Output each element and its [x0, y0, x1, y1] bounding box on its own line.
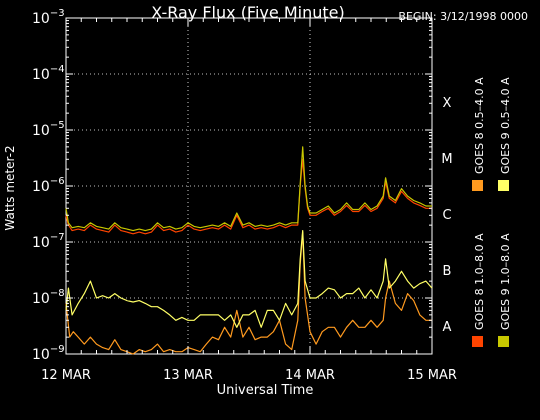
- plot-frame: [65, 17, 433, 355]
- flare-class-label: A: [443, 320, 452, 335]
- x-tick-label: 12 MAR: [41, 368, 91, 383]
- series-line: [65, 158, 432, 235]
- flare-class-label: M: [441, 152, 452, 167]
- axis-ticks: [65, 17, 433, 355]
- begin-label: BEGIN: 3/12/1998 0000: [398, 10, 528, 23]
- legend-swatch: [472, 180, 483, 191]
- x-tick-labels: 12 MAR 13 MAR 14 MAR 15 MAR: [41, 368, 457, 383]
- series-line: [65, 230, 433, 328]
- y-tick-label: 10−9: [32, 344, 65, 363]
- flare-class-label: X: [443, 96, 452, 111]
- y-tick-label: 10−5: [32, 120, 65, 139]
- legend-swatch: [498, 336, 509, 347]
- legend-label: GOES 9 0.5–4.0 A: [499, 77, 512, 174]
- grid-lines: [66, 18, 432, 354]
- legend-label: GOES 8 0.5–4.0 A: [473, 77, 486, 174]
- legend-label: GOES 9 1.0–8.0 A: [499, 233, 512, 330]
- x-axis-label: Universal Time: [217, 383, 314, 398]
- y-axis-label: Watts meter-2: [3, 145, 17, 230]
- flare-class-label: B: [443, 264, 452, 279]
- y-tick-label: 10−3: [32, 8, 65, 27]
- data-series: [65, 146, 433, 355]
- y-tick-label: 10−6: [32, 176, 65, 195]
- series-line: [65, 231, 432, 355]
- legend-swatch: [498, 180, 509, 191]
- y-tick-label: 10−4: [32, 64, 65, 83]
- chart-title: X-Ray Flux (Five Minute): [151, 3, 344, 22]
- x-tick-label: 14 MAR: [285, 368, 335, 383]
- y-tick-labels: 10−3 10−4 10−5 10−6 10−7 10−8 10−9: [32, 8, 65, 363]
- series-line: [65, 146, 432, 232]
- legend-swatch: [472, 336, 483, 347]
- flare-class-label: C: [442, 208, 451, 223]
- y-tick-label: 10−7: [32, 232, 65, 251]
- legend-label: GOES 8 1.0–8.0 A: [473, 233, 486, 330]
- x-tick-label: 15 MAR: [407, 368, 457, 383]
- legend: GOES 8 1.0–8.0 A GOES 8 0.5–4.0 A GOES 9 1…: [472, 77, 512, 347]
- flare-class-labels: X M C B A: [441, 96, 452, 335]
- x-tick-label: 13 MAR: [163, 368, 213, 383]
- y-tick-label: 10−8: [32, 288, 65, 307]
